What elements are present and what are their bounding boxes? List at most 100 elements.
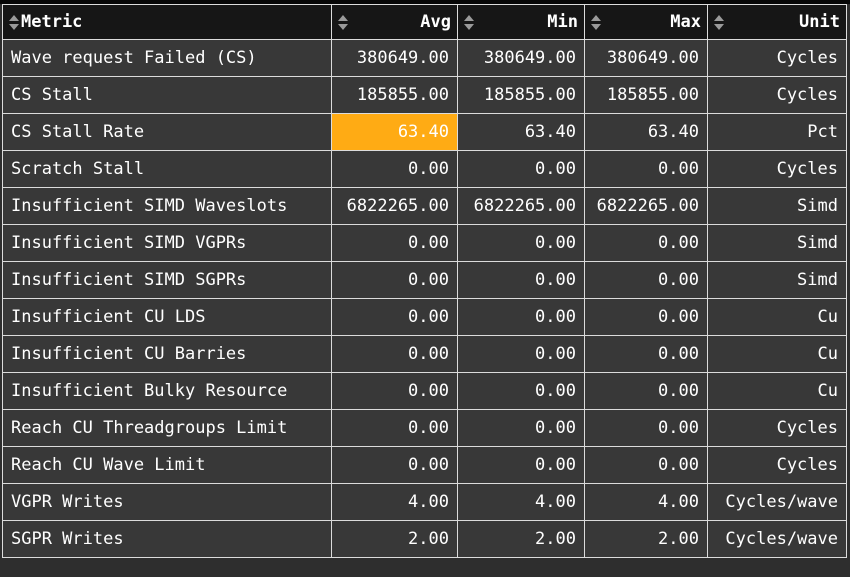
cell-min[interactable]: 185855.00 <box>457 76 585 114</box>
cell-avg[interactable]: 0.00 <box>331 261 458 299</box>
cell-metric[interactable]: Insufficient SIMD Waveslots <box>2 187 332 225</box>
cell-unit[interactable]: Cu <box>707 298 847 336</box>
cell-avg[interactable]: 2.00 <box>331 520 458 558</box>
column-label-unit: Unit <box>799 12 840 32</box>
column-label-avg: Avg <box>420 12 451 32</box>
cell-min[interactable]: 0.00 <box>457 372 585 410</box>
cell-metric[interactable]: Insufficient SIMD SGPRs <box>2 261 332 299</box>
sort-icon <box>9 14 19 30</box>
cell-max[interactable]: 0.00 <box>584 372 708 410</box>
cell-metric[interactable]: SGPR Writes <box>2 520 332 558</box>
table-row: VGPR Writes 4.00 4.00 4.00 Cycles/wave <box>2 483 847 521</box>
cell-unit[interactable]: Cycles <box>707 150 847 188</box>
table-row: SGPR Writes 2.00 2.00 2.00 Cycles/wave <box>2 520 847 558</box>
cell-metric[interactable]: Reach CU Threadgroups Limit <box>2 409 332 447</box>
table-row: Insufficient SIMD Waveslots 6822265.00 682… <box>2 187 847 225</box>
cell-min[interactable]: 6822265.00 <box>457 187 585 225</box>
cell-min[interactable]: 0.00 <box>457 446 585 484</box>
cell-min[interactable]: 0.00 <box>457 261 585 299</box>
top-strip <box>0 0 850 4</box>
cell-avg[interactable]: 0.00 <box>331 446 458 484</box>
cell-avg[interactable]: 0.00 <box>331 335 458 373</box>
cell-metric[interactable]: Insufficient SIMD VGPRs <box>2 224 332 262</box>
cell-min[interactable]: 0.00 <box>457 335 585 373</box>
cell-max[interactable]: 0.00 <box>584 261 708 299</box>
cell-metric[interactable]: VGPR Writes <box>2 483 332 521</box>
cell-metric[interactable]: Reach CU Wave Limit <box>2 446 332 484</box>
cell-max[interactable]: 0.00 <box>584 150 708 188</box>
cell-max[interactable]: 63.40 <box>584 113 708 151</box>
cell-max[interactable]: 2.00 <box>584 520 708 558</box>
table-row: Scratch Stall 0.00 0.00 0.00 Cycles <box>2 150 847 188</box>
cell-max[interactable]: 0.00 <box>584 409 708 447</box>
metrics-table: Metric Avg Min Max Unit Wave request Failed … <box>2 4 847 558</box>
table-row: Insufficient CU Barries 0.00 0.00 0.00 Cu <box>2 335 847 373</box>
cell-max[interactable]: 0.00 <box>584 335 708 373</box>
table-row: CS Stall Rate 63.40 63.40 63.40 Pct <box>2 113 847 151</box>
table-row: CS Stall 185855.00 185855.00 185855.00 Cycle… <box>2 76 847 114</box>
cell-min[interactable]: 63.40 <box>457 113 585 151</box>
cell-unit[interactable]: Simd <box>707 261 847 299</box>
cell-max[interactable]: 4.00 <box>584 483 708 521</box>
cell-max[interactable]: 185855.00 <box>584 76 708 114</box>
cell-unit[interactable]: Simd <box>707 224 847 262</box>
cell-unit[interactable]: Cycles <box>707 409 847 447</box>
table-row: Wave request Failed (CS) 380649.00 380649.… <box>2 39 847 77</box>
highlighted-cell-avg[interactable]: 63.40 <box>331 113 458 151</box>
cell-max[interactable]: 0.00 <box>584 224 708 262</box>
cell-unit[interactable]: Cycles/wave <box>707 520 847 558</box>
cell-max[interactable]: 6822265.00 <box>584 187 708 225</box>
sort-icon <box>591 14 601 30</box>
column-header-max[interactable]: Max <box>584 4 708 40</box>
cell-avg[interactable]: 6822265.00 <box>331 187 458 225</box>
sort-icon <box>714 14 724 30</box>
cell-metric[interactable]: CS Stall Rate <box>2 113 332 151</box>
cell-metric[interactable]: Wave request Failed (CS) <box>2 39 332 77</box>
cell-min[interactable]: 0.00 <box>457 224 585 262</box>
cell-avg[interactable]: 0.00 <box>331 298 458 336</box>
cell-avg[interactable]: 380649.00 <box>331 39 458 77</box>
cell-max[interactable]: 0.00 <box>584 298 708 336</box>
cell-min[interactable]: 4.00 <box>457 483 585 521</box>
cell-min[interactable]: 0.00 <box>457 298 585 336</box>
sort-icon <box>464 14 474 30</box>
column-label-max: Max <box>670 12 701 32</box>
cell-avg[interactable]: 0.00 <box>331 150 458 188</box>
column-label-min: Min <box>547 12 578 32</box>
cell-unit[interactable]: Cycles/wave <box>707 483 847 521</box>
cell-unit[interactable]: Cu <box>707 372 847 410</box>
cell-metric[interactable]: Scratch Stall <box>2 150 332 188</box>
cell-min[interactable]: 2.00 <box>457 520 585 558</box>
cell-unit[interactable]: Cycles <box>707 39 847 77</box>
cell-metric[interactable]: Insufficient Bulky Resource <box>2 372 332 410</box>
cell-min[interactable]: 0.00 <box>457 150 585 188</box>
column-header-metric[interactable]: Metric <box>2 4 332 40</box>
column-header-min[interactable]: Min <box>457 4 585 40</box>
cell-max[interactable]: 0.00 <box>584 446 708 484</box>
cell-metric[interactable]: Insufficient CU LDS <box>2 298 332 336</box>
cell-avg[interactable]: 0.00 <box>331 224 458 262</box>
cell-metric[interactable]: Insufficient CU Barries <box>2 335 332 373</box>
table-row: Insufficient SIMD VGPRs 0.00 0.00 0.00 Simd <box>2 224 847 262</box>
cell-unit[interactable]: Simd <box>707 187 847 225</box>
cell-metric[interactable]: CS Stall <box>2 76 332 114</box>
header-row: Metric Avg Min Max Unit <box>2 4 847 40</box>
cell-unit[interactable]: Cycles <box>707 446 847 484</box>
cell-avg[interactable]: 4.00 <box>331 483 458 521</box>
cell-unit[interactable]: Pct <box>707 113 847 151</box>
column-header-avg[interactable]: Avg <box>331 4 458 40</box>
sort-icon <box>338 14 348 30</box>
column-header-unit[interactable]: Unit <box>707 4 847 40</box>
cell-unit[interactable]: Cu <box>707 335 847 373</box>
table-row: Insufficient Bulky Resource 0.00 0.00 0.00 C… <box>2 372 847 410</box>
cell-min[interactable]: 0.00 <box>457 409 585 447</box>
cell-avg[interactable]: 0.00 <box>331 409 458 447</box>
cell-avg[interactable]: 0.00 <box>331 372 458 410</box>
cell-min[interactable]: 380649.00 <box>457 39 585 77</box>
cell-avg[interactable]: 185855.00 <box>331 76 458 114</box>
table-row: Insufficient CU LDS 0.00 0.00 0.00 Cu <box>2 298 847 336</box>
table-row: Insufficient SIMD SGPRs 0.00 0.00 0.00 Simd <box>2 261 847 299</box>
table-row: Reach CU Threadgroups Limit 0.00 0.00 0.00 C… <box>2 409 847 447</box>
cell-max[interactable]: 380649.00 <box>584 39 708 77</box>
cell-unit[interactable]: Cycles <box>707 76 847 114</box>
